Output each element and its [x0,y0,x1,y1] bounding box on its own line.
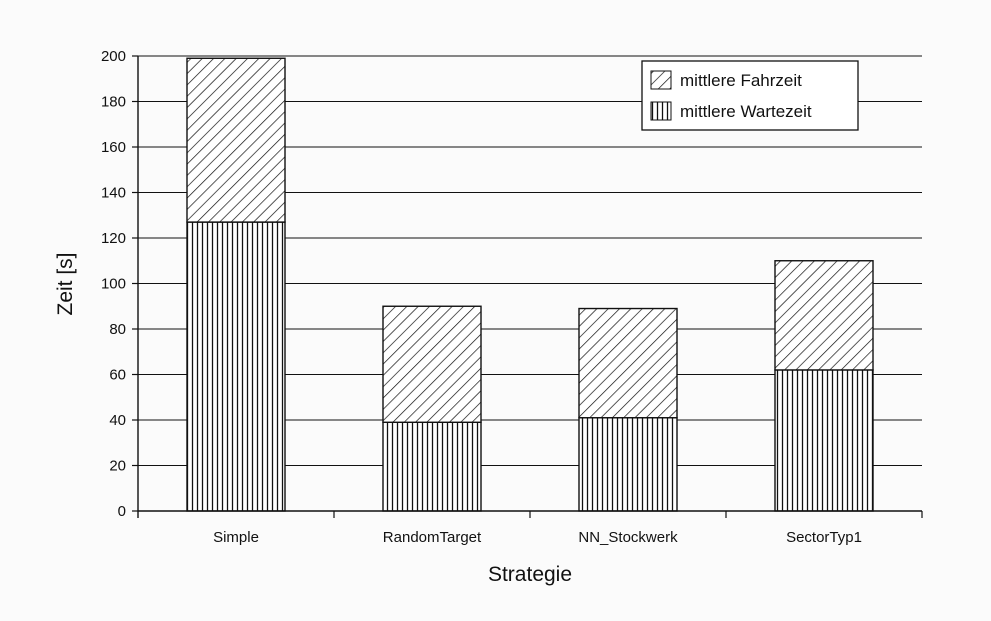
y-tick-label-100: 100 [101,276,126,293]
x-tick-label-RandomTarget: RandomTarget [383,529,482,546]
x-tick-label-NN_Stockwerk: NN_Stockwerk [578,529,678,546]
y-tick-label-120: 120 [101,230,126,247]
bar-NN_Stockwerk-fahrzeit [578,307,678,419]
y-tick-label-80: 80 [109,321,126,338]
legend: mittlere Fahrzeit mittlere Wartezeit [641,60,859,131]
x-tick-label-Simple: Simple [213,529,259,546]
bar-SectorTyp1-wartezeit [774,369,874,512]
legend-label-wartezeit: mittlere Wartezeit [680,102,812,121]
bar-SectorTyp1-fahrzeit [774,260,874,371]
y-tick-label-140: 140 [101,185,126,202]
legend-label-fahrzeit: mittlere Fahrzeit [680,71,802,90]
x-tick-label-SectorTyp1: SectorTyp1 [786,529,862,546]
y-tick-label-180: 180 [101,94,126,111]
bar-RandomTarget-wartezeit [382,421,482,512]
y-tick-label-0: 0 [118,503,126,520]
bar-Simple-fahrzeit [186,57,286,223]
y-tick-label-200: 200 [101,48,126,65]
y-axis-title: Zeit [s] [54,252,77,315]
tick-labels: 0 20 40 60 80 100 120 140 160 180 200 Simple RandomT… [101,48,862,546]
bar-NN_Stockwerk-wartezeit [578,417,678,512]
y-tick-label-60: 60 [109,367,126,384]
y-tick-label-160: 160 [101,139,126,156]
bar-RandomTarget-fahrzeit [382,305,482,423]
x-axis-title: Strategie [488,563,572,586]
y-tick-label-40: 40 [109,412,126,429]
axes [132,55,923,518]
legend-swatch-wartezeit [650,101,672,121]
legend-box [641,60,859,131]
bar-Simple-wartezeit [186,221,286,512]
y-tick-label-20: 20 [109,458,126,475]
legend-swatch-fahrzeit [650,70,672,90]
